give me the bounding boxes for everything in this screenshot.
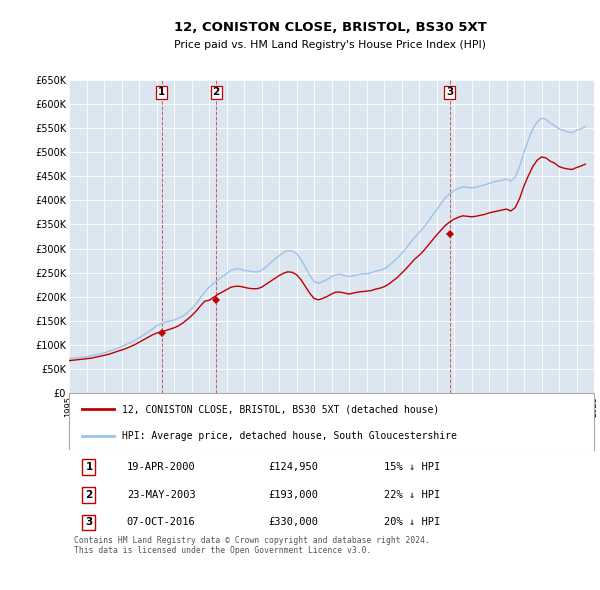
Text: 07-OCT-2016: 07-OCT-2016 [127,517,196,527]
Text: £193,000: £193,000 [269,490,319,500]
Text: £330,000: £330,000 [269,517,319,527]
Text: 2: 2 [85,490,92,500]
Text: 3: 3 [85,517,92,527]
Text: Price paid vs. HM Land Registry's House Price Index (HPI): Price paid vs. HM Land Registry's House … [174,40,486,50]
Text: 12, CONISTON CLOSE, BRISTOL, BS30 5XT (detached house): 12, CONISTON CLOSE, BRISTOL, BS30 5XT (d… [121,404,439,414]
Text: 1: 1 [85,462,92,472]
Text: 19-APR-2000: 19-APR-2000 [127,462,196,472]
Text: 12, CONISTON CLOSE, BRISTOL, BS30 5XT: 12, CONISTON CLOSE, BRISTOL, BS30 5XT [173,21,487,34]
Text: 23-MAY-2003: 23-MAY-2003 [127,490,196,500]
Text: HPI: Average price, detached house, South Gloucestershire: HPI: Average price, detached house, Sout… [121,431,457,441]
Text: £124,950: £124,950 [269,462,319,472]
Text: 1: 1 [158,87,166,97]
Text: Contains HM Land Registry data © Crown copyright and database right 2024.
This d: Contains HM Land Registry data © Crown c… [74,536,430,555]
Text: 15% ↓ HPI: 15% ↓ HPI [384,462,440,472]
Text: 2: 2 [212,87,220,97]
Text: 22% ↓ HPI: 22% ↓ HPI [384,490,440,500]
Text: 20% ↓ HPI: 20% ↓ HPI [384,517,440,527]
Text: 3: 3 [446,87,453,97]
